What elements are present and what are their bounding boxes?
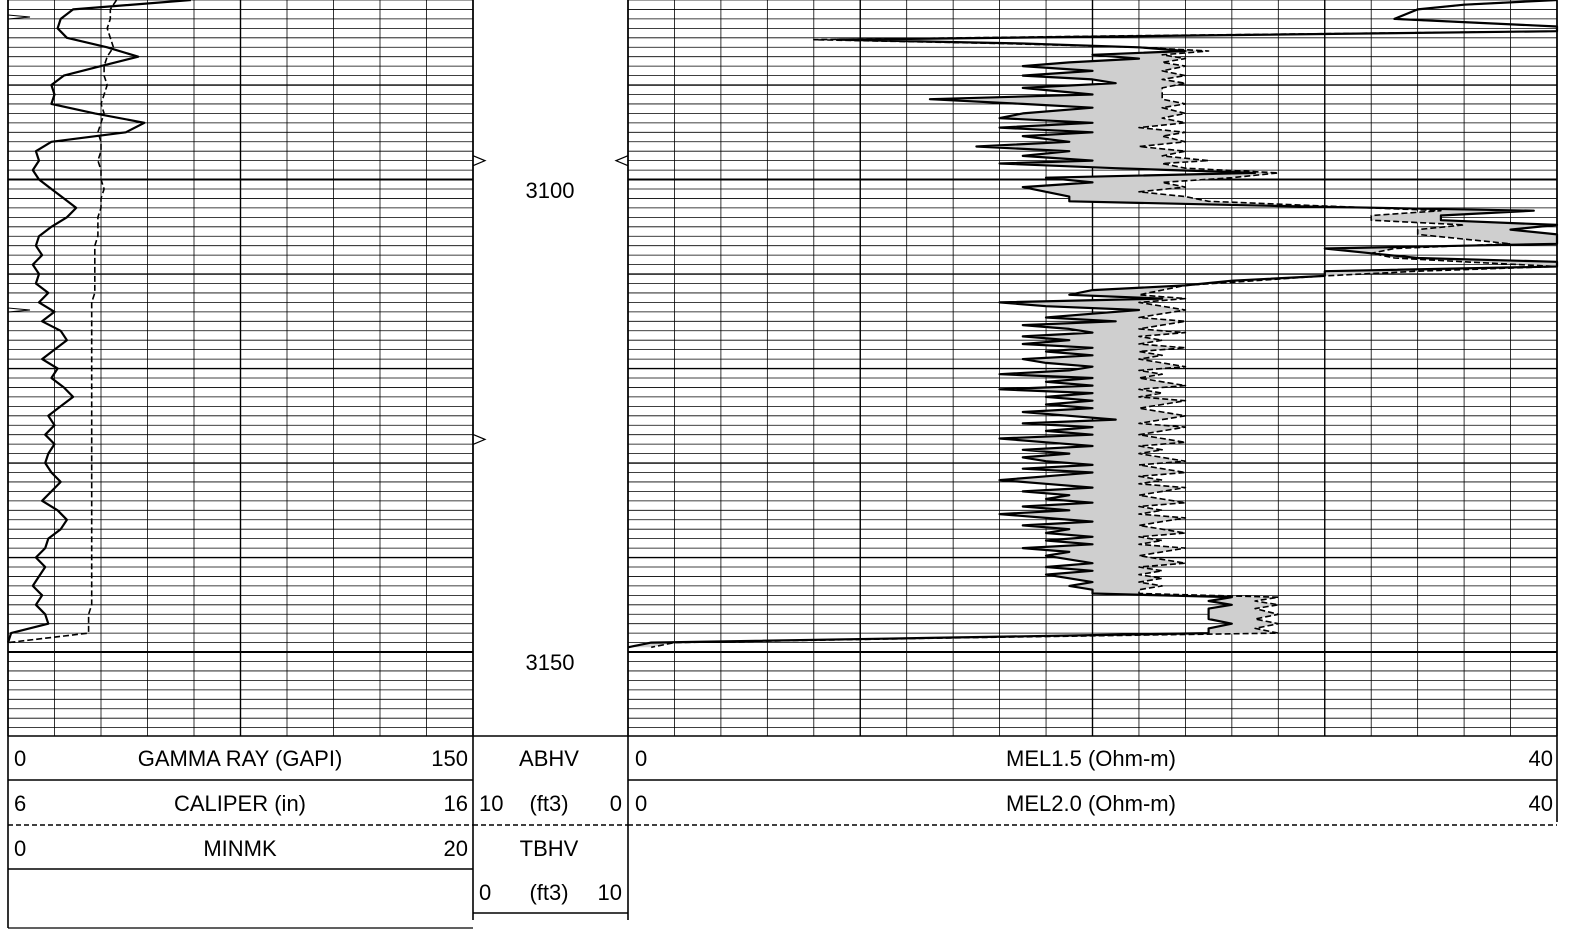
minmk-label: MINMK — [203, 836, 277, 861]
mel20-max: 40 — [1528, 791, 1553, 816]
tbhv-unit: (ft3) — [529, 880, 569, 905]
tbhv-tick-mark — [614, 155, 629, 167]
edge-tick-mark — [7, 307, 31, 313]
mel15-label: MEL1.5 (Ohm-m) — [1006, 746, 1176, 771]
curve-mel2-0-ohm-m — [651, 0, 1558, 649]
curve-mel1-5-ohm-m — [627, 0, 1559, 649]
caliper-label: CALIPER (in) — [173, 791, 307, 816]
depth-label-3150: 3150 — [525, 650, 575, 675]
curve-caliper-in — [7, 0, 118, 644]
abhv-tick-mark — [472, 155, 487, 167]
log-curves — [6, 0, 1559, 649]
tbhv-min: 0 — [479, 880, 492, 905]
depth-label-3100: 3100 — [525, 178, 575, 203]
mel20-min: 0 — [635, 791, 648, 816]
curve-gamma-ray-gapi — [6, 0, 191, 643]
gamma-ray-min: 0 — [14, 746, 27, 771]
grid-lines — [7, 0, 1558, 736]
abhv-tick-mark — [472, 433, 487, 445]
mel15-min: 0 — [635, 746, 648, 771]
header-separators — [7, 735, 1558, 929]
tbhv-max: 10 — [597, 880, 622, 905]
abhv-max: 0 — [609, 791, 622, 816]
abhv-label: ABHV — [519, 746, 579, 771]
mel15-max: 40 — [1528, 746, 1553, 771]
abhv-min: 10 — [479, 791, 504, 816]
caliper-min: 6 — [14, 791, 27, 816]
tbhv-label: TBHV — [519, 836, 579, 861]
abhv-unit: (ft3) — [529, 791, 569, 816]
edge-tick-mark — [7, 14, 31, 20]
gamma-ray-max: 150 — [431, 746, 468, 771]
resistivity-separation-shading — [628, 0, 1557, 648]
minmk-min: 0 — [14, 836, 27, 861]
minmk-max: 20 — [443, 836, 468, 861]
mel20-label: MEL2.0 (Ohm-m) — [1006, 791, 1176, 816]
gamma-ray-label: GAMMA RAY (GAPI) — [137, 746, 343, 771]
caliper-max: 16 — [443, 791, 468, 816]
